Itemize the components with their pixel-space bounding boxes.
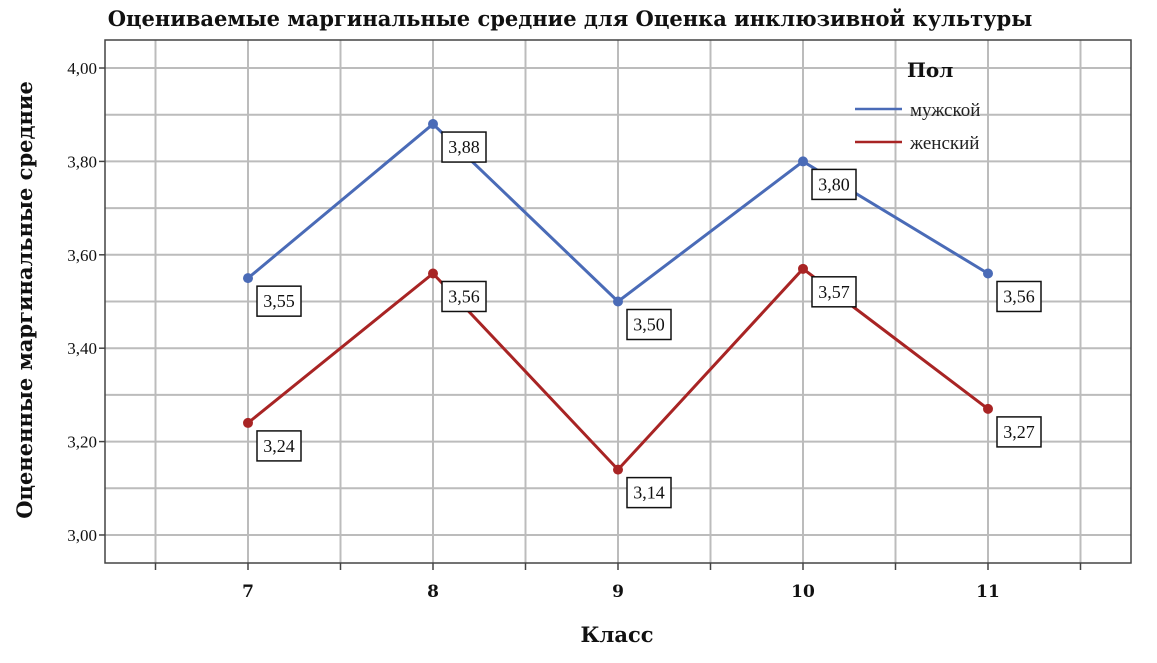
data-label-text: 3,50 xyxy=(633,315,665,335)
data-label: 3,88 xyxy=(441,131,487,163)
data-label-box xyxy=(811,276,857,308)
data-point xyxy=(243,417,253,428)
data-label: 3,80 xyxy=(811,168,857,201)
y-tick-label: 4,00 xyxy=(67,59,97,78)
data-label-text: 3,24 xyxy=(263,436,295,456)
data-point xyxy=(613,296,623,307)
x-tick-label: 11 xyxy=(976,582,1000,602)
data-point xyxy=(428,119,438,130)
y-tick-label: 3,40 xyxy=(67,339,97,358)
data-label-box xyxy=(441,131,487,163)
data-point xyxy=(613,464,623,475)
data-label: 3,50 xyxy=(626,308,672,341)
data-label-text: 3,80 xyxy=(818,174,850,194)
data-label-box xyxy=(996,280,1042,313)
y-tick-label: 3,20 xyxy=(67,433,97,452)
legend-label-1: мужской xyxy=(910,100,980,121)
data-label: 3,56 xyxy=(441,280,487,313)
data-label: 3,24 xyxy=(256,430,302,462)
data-label-text: 3,88 xyxy=(448,137,480,157)
y-axis-title: Оцененные маргинальные средние xyxy=(12,81,37,519)
data-label-box xyxy=(626,476,672,509)
data-label-layer: 3,55 3,88 3,50 3,80 3,56 3,24 3,56 3,14 3,57 3,27 xyxy=(256,131,1042,509)
data-point xyxy=(798,263,808,274)
x-tick-label: 8 xyxy=(427,582,439,602)
series-layer xyxy=(243,119,993,475)
data-point xyxy=(983,403,993,414)
legend: Пол мужской женский xyxy=(855,58,980,154)
data-label-box xyxy=(256,430,302,462)
data-point xyxy=(798,156,808,167)
data-label-box xyxy=(441,280,487,313)
x-tick-label: 9 xyxy=(612,582,624,602)
data-label-box xyxy=(811,168,857,201)
x-tick-label: 10 xyxy=(791,582,815,602)
data-point xyxy=(983,268,993,279)
x-axis-ticks: 7 8 9 10 11 xyxy=(242,582,1000,602)
chart-title: Оцениваемые маргинальные средние для Оце… xyxy=(108,6,1033,31)
data-label: 3,55 xyxy=(256,285,302,317)
data-label-text: 3,56 xyxy=(1003,286,1035,306)
data-label: 3,27 xyxy=(996,416,1042,448)
x-axis-title: Класс xyxy=(580,622,653,647)
data-label-box xyxy=(256,285,302,317)
y-tick-label: 3,60 xyxy=(67,246,97,265)
data-label: 3,14 xyxy=(626,476,672,509)
data-label-text: 3,27 xyxy=(1003,422,1035,442)
data-label-text: 3,56 xyxy=(448,286,480,306)
data-label-box xyxy=(626,308,672,341)
y-tick-label: 3,80 xyxy=(67,152,97,171)
legend-title: Пол xyxy=(907,58,953,82)
y-tick-label: 3,00 xyxy=(67,526,97,545)
data-label-text: 3,57 xyxy=(818,282,850,302)
legend-label-2: женский xyxy=(909,133,979,154)
y-axis-ticks: 3,00 3,20 3,40 3,60 3,80 4,00 xyxy=(67,59,105,545)
data-label-text: 3,14 xyxy=(633,483,665,503)
data-point xyxy=(428,268,438,279)
x-tick-label: 7 xyxy=(242,582,254,602)
data-label: 3,56 xyxy=(996,280,1042,313)
data-point xyxy=(243,273,253,284)
data-label-box xyxy=(996,416,1042,448)
data-label-text: 3,55 xyxy=(263,291,295,311)
data-label: 3,57 xyxy=(811,276,857,308)
